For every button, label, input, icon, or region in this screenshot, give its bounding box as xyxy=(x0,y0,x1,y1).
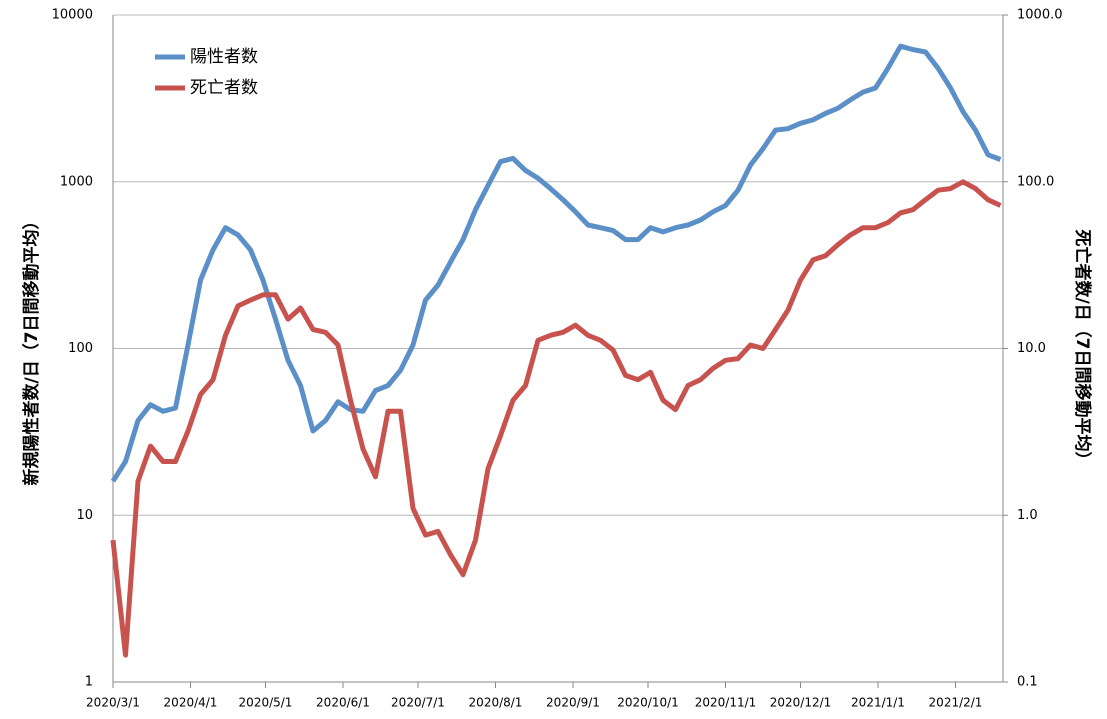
y-tick-label: 1000 xyxy=(60,174,93,189)
x-tick-label: 2020/6/1 xyxy=(316,696,370,710)
series-line xyxy=(110,43,1002,483)
y2-tick-label: 10.0 xyxy=(1017,341,1046,356)
y2-tick-label: 1000.0 xyxy=(1017,8,1063,23)
y-tick-label: 100 xyxy=(68,341,93,356)
y-tick-label: 1 xyxy=(85,675,93,690)
x-tick-label: 2020/8/1 xyxy=(469,696,523,710)
y-tick-label: 10000 xyxy=(52,8,93,23)
x-tick-label: 2020/4/1 xyxy=(164,696,218,710)
x-tick-label: 2021/2/1 xyxy=(929,696,983,710)
x-tick-label: 2020/7/1 xyxy=(391,696,445,710)
series-line xyxy=(110,179,1002,658)
x-tick-label: 2020/10/1 xyxy=(617,696,679,710)
y2-axis-label: 死亡者数/日（7日間移動平均） xyxy=(1072,229,1093,468)
y2-tick-label: 0.1 xyxy=(1017,675,1038,690)
y2-tick-label: 1.0 xyxy=(1017,508,1038,523)
x-tick-label: 2021/1/1 xyxy=(851,696,905,710)
x-tick-label: 2020/11/1 xyxy=(695,696,757,710)
y2-tick-label: 100.0 xyxy=(1017,174,1054,189)
x-tick-label: 2020/12/1 xyxy=(770,696,832,710)
y-tick-label: 10 xyxy=(76,508,93,523)
x-tick-label: 2020/5/1 xyxy=(239,696,293,710)
legend-label: 死亡者数 xyxy=(190,78,258,98)
x-tick-label: 2020/3/1 xyxy=(86,696,140,710)
y-axis-label: 新規陽性者数/日（7日間移動平均） xyxy=(21,212,42,485)
legend-label: 陽性者数 xyxy=(190,47,258,67)
x-tick-label: 2020/9/1 xyxy=(546,696,600,710)
